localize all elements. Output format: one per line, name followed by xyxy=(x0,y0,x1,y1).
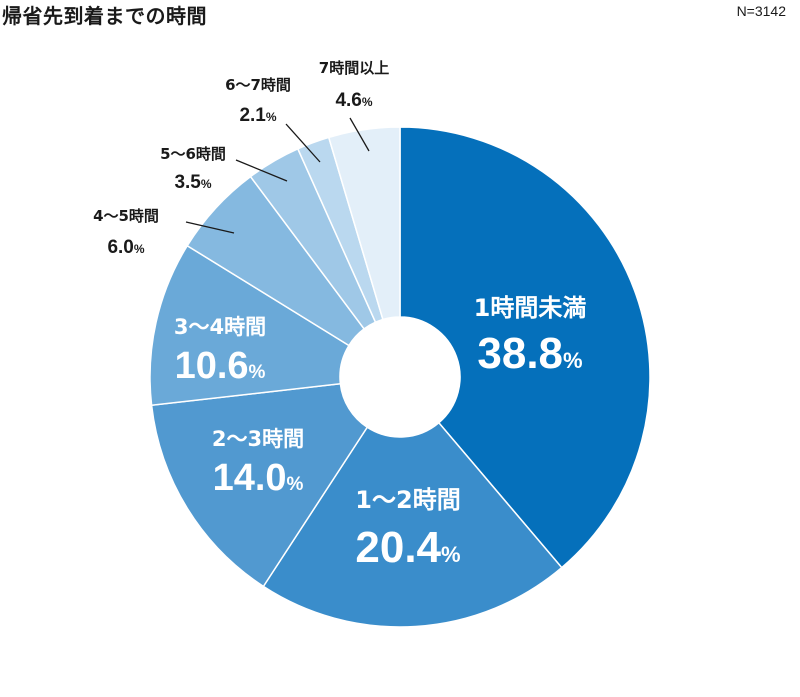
slice-1 xyxy=(399,126,651,569)
sample-size: N=3142 xyxy=(736,3,786,19)
category-label-8: 7時間以上 xyxy=(319,59,389,77)
category-label-4: 3～4時間 xyxy=(174,315,266,339)
slice-4 xyxy=(149,244,350,407)
slice-3 xyxy=(150,382,369,588)
slice-2 xyxy=(262,421,563,628)
leader-line-8 xyxy=(349,117,370,152)
chart-title: 帰省先到着までの時間 xyxy=(2,4,207,28)
leader-line-6 xyxy=(235,159,288,182)
value-label-5: 6.0% xyxy=(107,237,144,258)
value-label-8: 4.6% xyxy=(335,90,372,111)
category-label-3: 2～3時間 xyxy=(212,427,304,451)
category-label-6: 5～6時間 xyxy=(160,145,226,163)
value-label-7: 2.1% xyxy=(239,105,276,126)
value-label-6: 3.5% xyxy=(174,172,211,193)
category-label-2: 1～2時間 xyxy=(355,486,460,514)
leader-line-7 xyxy=(285,123,321,163)
leader-line-5 xyxy=(185,221,235,234)
category-label-5: 4～5時間 xyxy=(93,207,159,225)
category-label-7: 6～7時間 xyxy=(225,76,291,94)
category-label-1: 1時間未満 xyxy=(474,294,587,322)
slice-8 xyxy=(327,126,401,321)
